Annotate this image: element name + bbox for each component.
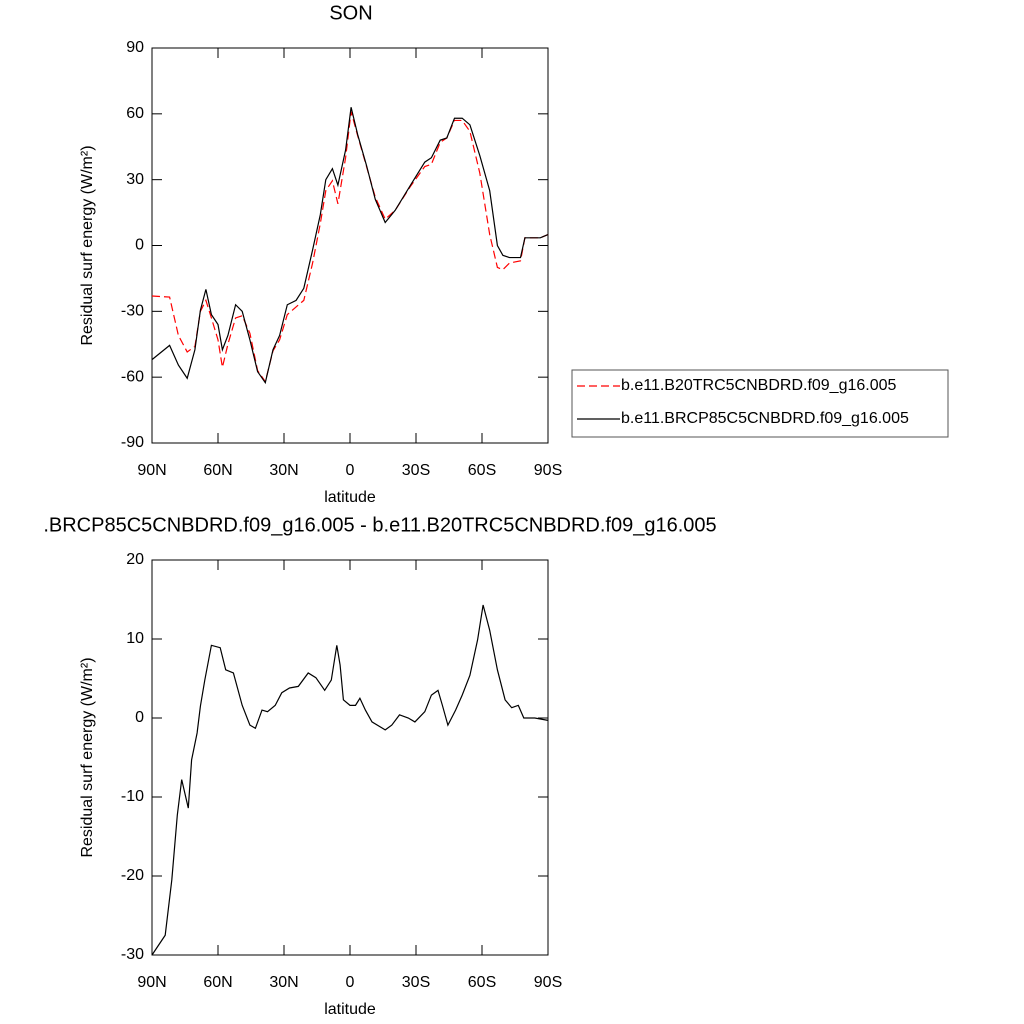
y-tick-label: 0 xyxy=(135,709,144,726)
x-tick-label: 0 xyxy=(346,462,355,479)
y-tick-label: 10 xyxy=(126,630,144,647)
plot-frame xyxy=(151,47,549,444)
y-tick-label: -10 xyxy=(121,788,144,805)
x-axis-label: latitude xyxy=(324,1001,376,1018)
plot-frame xyxy=(151,559,549,956)
y-axis-label: Residual surf energy (W/m²) xyxy=(79,145,96,345)
x-tick-label: 60S xyxy=(468,462,496,479)
chart-title: SON xyxy=(329,2,372,24)
x-tick-label: 90S xyxy=(534,462,562,479)
x-tick-label: 60N xyxy=(203,462,232,479)
data-line xyxy=(151,604,549,956)
chart-title: .BRCP85C5CNBDRD.f09_g16.005 - b.e11.B20T… xyxy=(43,514,716,536)
x-tick-label: 90N xyxy=(137,974,166,991)
y-tick-label: 30 xyxy=(126,171,144,188)
data-line xyxy=(151,107,549,385)
y-axis-label: Residual surf energy (W/m²) xyxy=(79,657,96,857)
y-tick-label: -30 xyxy=(121,946,144,963)
x-tick-label: 90N xyxy=(137,462,166,479)
x-tick-label: 0 xyxy=(346,974,355,991)
y-tick-label: -90 xyxy=(121,434,144,451)
y-tick-label: -20 xyxy=(121,867,144,884)
legend-box xyxy=(571,369,949,438)
x-axis-label: latitude xyxy=(324,489,376,506)
y-tick-label: 0 xyxy=(135,237,144,254)
x-tick-label: 30N xyxy=(269,462,298,479)
y-tick-label: -30 xyxy=(121,303,144,320)
y-tick-label: -60 xyxy=(121,368,144,385)
x-tick-label: 60N xyxy=(203,974,232,991)
legend-label: b.e11.BRCP85C5CNBDRD.f09_g16.005 xyxy=(621,410,909,427)
y-tick-label: 20 xyxy=(126,551,144,568)
y-tick-label: 90 xyxy=(126,39,144,56)
x-tick-label: 90S xyxy=(534,974,562,991)
x-tick-label: 30S xyxy=(402,974,430,991)
x-tick-label: 30N xyxy=(269,974,298,991)
data-line xyxy=(151,111,549,383)
x-tick-label: 30S xyxy=(402,462,430,479)
x-tick-label: 60S xyxy=(468,974,496,991)
y-tick-label: 60 xyxy=(126,105,144,122)
legend-label: b.e11.B20TRC5CNBDRD.f09_g16.005 xyxy=(621,377,897,394)
